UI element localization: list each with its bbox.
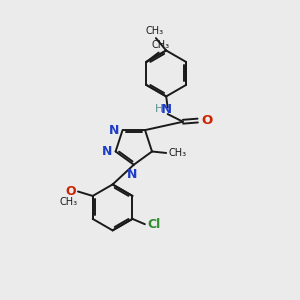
Text: N: N xyxy=(102,145,112,158)
Text: CH₃: CH₃ xyxy=(169,148,187,158)
Text: H: H xyxy=(155,104,164,114)
Text: CH₃: CH₃ xyxy=(59,197,78,207)
Text: N: N xyxy=(109,124,119,136)
Text: O: O xyxy=(202,114,213,127)
Text: CH₃: CH₃ xyxy=(151,40,169,50)
Text: Cl: Cl xyxy=(148,218,161,231)
Text: CH₃: CH₃ xyxy=(146,26,164,36)
Text: O: O xyxy=(65,185,76,198)
Text: N: N xyxy=(160,103,172,116)
Text: N: N xyxy=(127,168,137,181)
